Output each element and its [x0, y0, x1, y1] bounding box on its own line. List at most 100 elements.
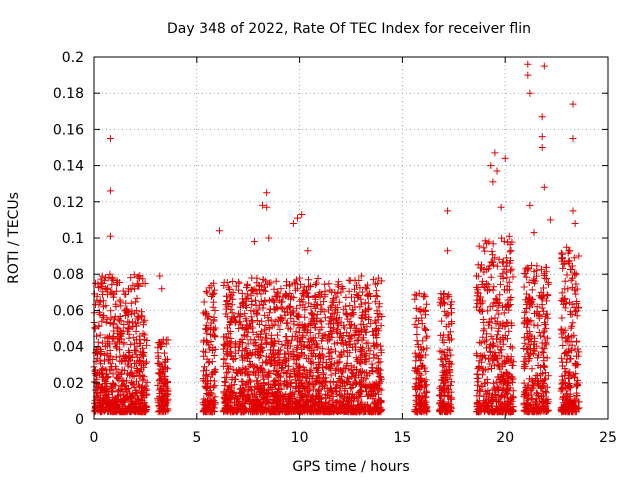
data-point [131, 309, 139, 317]
data-point [113, 277, 121, 285]
data-point [106, 135, 114, 142]
data-point [534, 322, 542, 330]
data-point [318, 305, 326, 313]
data-point [120, 321, 128, 328]
data-point [161, 380, 169, 388]
data-point [162, 364, 170, 372]
data-point [559, 264, 567, 272]
data-point [265, 279, 273, 287]
data-point [223, 297, 231, 304]
data-point [278, 364, 285, 372]
data-point [99, 339, 107, 347]
data-point [332, 369, 339, 377]
data-point [506, 248, 514, 256]
data-point [572, 290, 580, 298]
data-point [361, 299, 369, 307]
chart-title: Day 348 of 2022, Rate Of TEC Index for r… [167, 21, 531, 37]
data-point [316, 391, 324, 399]
data-point [334, 289, 342, 297]
data-point [142, 387, 150, 394]
data-point [332, 347, 339, 355]
data-point [223, 351, 231, 359]
data-point [521, 339, 529, 347]
data-point [126, 357, 134, 365]
data-point [574, 381, 581, 389]
data-point [208, 408, 216, 416]
data-point [125, 347, 133, 355]
data-point [96, 331, 104, 339]
data-point [210, 313, 218, 321]
data-point [98, 367, 106, 374]
data-point [208, 293, 215, 300]
y-tick-label: 0.04 [53, 340, 84, 356]
data-point [223, 305, 231, 313]
data-point [283, 337, 291, 345]
data-point [557, 249, 565, 257]
data-point [127, 299, 135, 307]
data-point [143, 390, 151, 398]
data-point [143, 378, 151, 386]
data-point [272, 277, 280, 285]
data-point [98, 317, 106, 325]
data-point [528, 286, 536, 294]
data-point [262, 287, 269, 295]
data-point [292, 328, 300, 336]
data-point [524, 71, 532, 79]
data-point [131, 339, 139, 347]
data-point [541, 362, 549, 370]
data-point [321, 314, 329, 322]
data-point [120, 340, 128, 348]
data-point [112, 343, 120, 351]
data-point [369, 327, 377, 335]
data-point [540, 333, 548, 341]
data-point [296, 274, 304, 282]
data-point [493, 306, 501, 314]
data-point [101, 406, 109, 414]
data-point [201, 383, 209, 391]
data-point [112, 365, 120, 373]
data-point [343, 329, 351, 337]
data-point [113, 338, 121, 346]
data-point [103, 379, 111, 387]
data-point [528, 365, 536, 373]
data-point [140, 318, 147, 326]
data-point [277, 285, 285, 293]
data-point [220, 333, 228, 341]
data-point [572, 280, 580, 288]
data-point [114, 368, 122, 376]
data-point [568, 322, 576, 330]
data-point [136, 383, 144, 391]
data-point [120, 408, 128, 416]
data-point [123, 388, 131, 396]
data-point [540, 62, 548, 70]
data-point [230, 381, 238, 389]
data-point [489, 178, 497, 186]
y-tick-label: 0.2 [62, 50, 84, 66]
data-point [110, 380, 117, 388]
data-point [94, 338, 102, 346]
data-point [295, 329, 303, 336]
data-point [561, 277, 569, 285]
data-point [113, 323, 121, 331]
x-tick-label: 25 [599, 430, 617, 446]
data-point [204, 315, 212, 323]
data-point [242, 395, 250, 403]
data-point [132, 322, 140, 330]
data-point [132, 298, 140, 306]
data-point [247, 307, 255, 315]
data-point [154, 354, 162, 362]
data-point [132, 351, 140, 359]
data-point [491, 149, 499, 157]
data-point [413, 337, 421, 345]
data-point [506, 343, 514, 350]
data-point [444, 247, 452, 255]
data-point [127, 363, 135, 371]
data-point [91, 323, 99, 331]
data-point [116, 327, 124, 335]
data-point [141, 316, 149, 324]
data-point [154, 398, 162, 406]
data-point [563, 271, 571, 279]
data-point [304, 247, 312, 255]
data-point [127, 310, 135, 318]
data-point [139, 404, 147, 412]
